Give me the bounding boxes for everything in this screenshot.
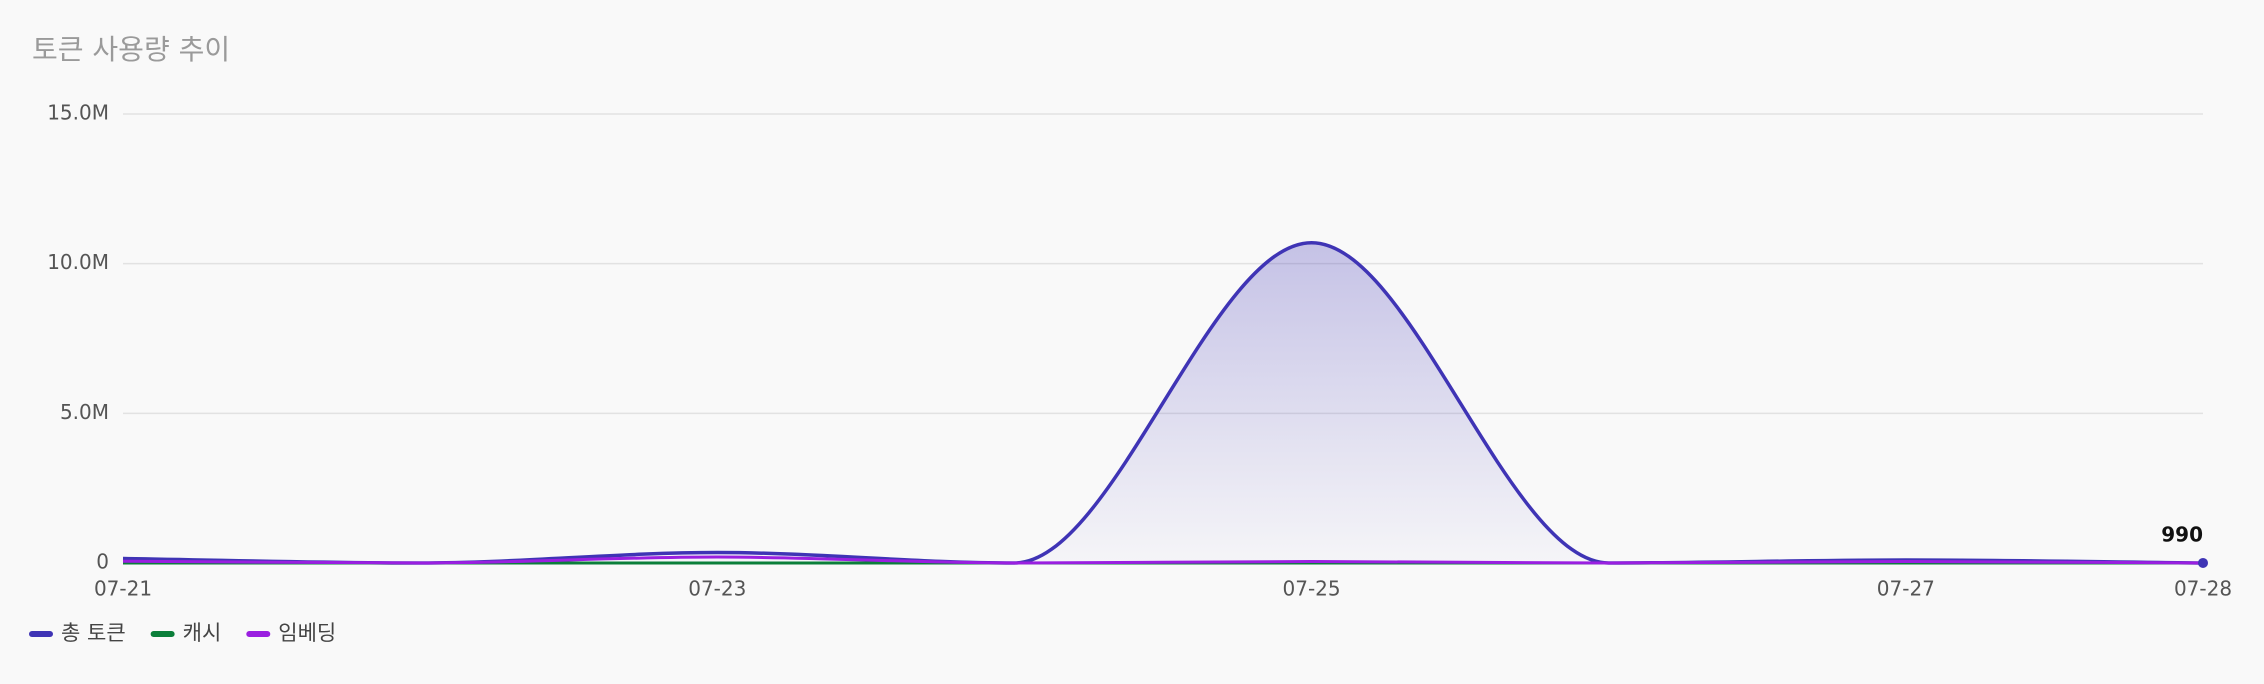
line [122,555,2204,565]
y-tick-label: 0 [96,550,109,574]
chart-title: 토큰 사용량 추이 [32,33,230,66]
x-tick-label: 07-21 [94,577,152,601]
y-tick-label: 15.0M [47,101,109,125]
x-tick-label: 07-25 [1283,577,1341,601]
legend-label: 총 토큰 [61,621,126,645]
data-label: 990 [2161,522,2203,546]
legend-label: 임베딩 [278,621,336,645]
x-tick-label: 07-23 [688,577,746,601]
last-point [2198,557,2208,568]
x-tick-label: 07-27 [1877,577,1935,601]
y-tick-label: 5.0M [60,400,109,424]
x-tick-label: 07-28 [2174,577,2232,601]
y-tick-label: 10.0M [47,250,109,274]
legend-label: 캐시 [183,621,222,645]
